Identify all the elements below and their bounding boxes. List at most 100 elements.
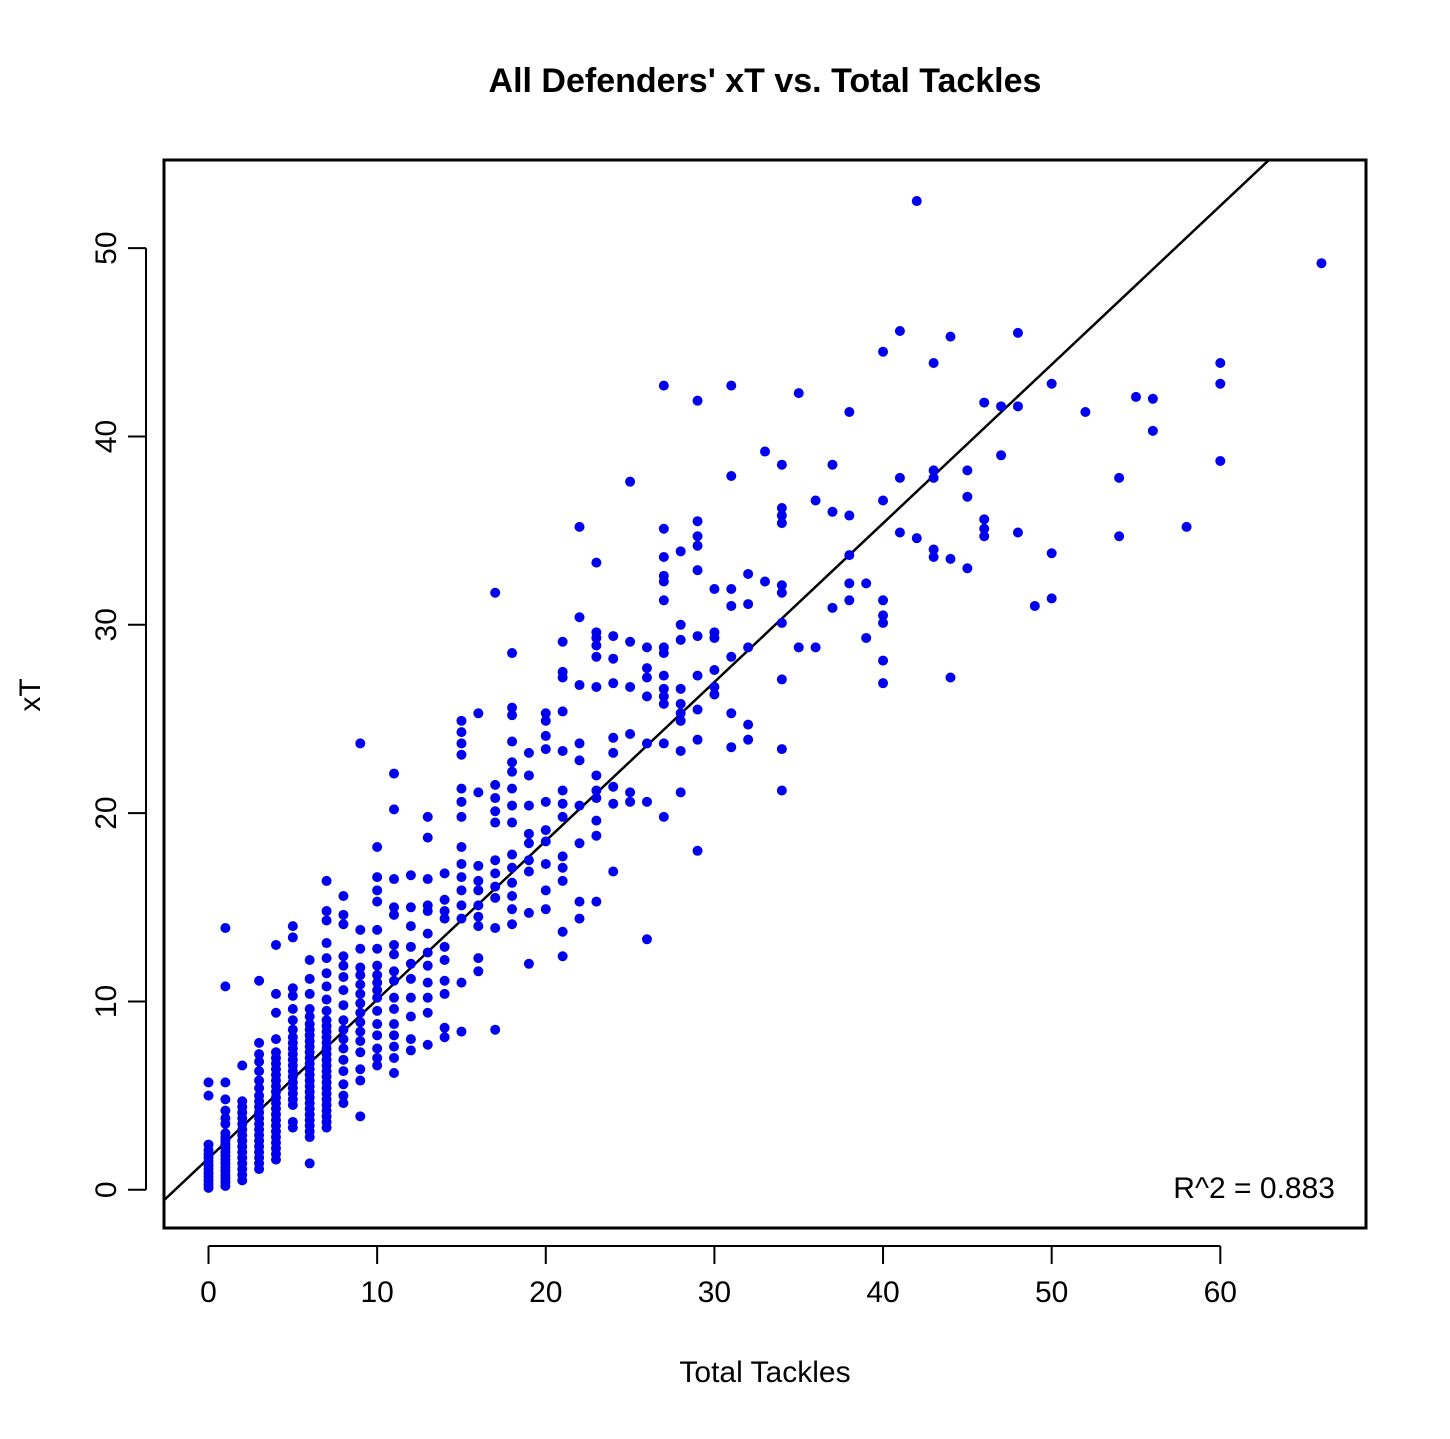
data-point	[321, 1005, 332, 1016]
data-point	[389, 874, 400, 885]
y-tick-label: 20	[90, 796, 123, 829]
data-point	[220, 922, 231, 933]
data-point	[355, 943, 366, 954]
data-point	[456, 783, 467, 794]
data-point	[422, 874, 433, 885]
data-point	[608, 747, 619, 758]
data-point	[304, 1003, 315, 1014]
data-point	[945, 672, 956, 683]
data-point	[894, 527, 905, 538]
data-point	[658, 642, 669, 653]
data-point	[372, 885, 383, 896]
data-point	[237, 1060, 248, 1071]
data-point	[490, 817, 501, 828]
data-point	[608, 631, 619, 642]
data-point	[591, 785, 602, 796]
data-point	[878, 495, 889, 506]
data-point	[1029, 600, 1040, 611]
data-point	[625, 729, 636, 740]
data-point	[878, 610, 889, 621]
data-point	[557, 706, 568, 717]
data-point	[473, 860, 484, 871]
data-point	[726, 600, 737, 611]
data-point	[507, 890, 518, 901]
data-point	[743, 734, 754, 745]
data-point	[844, 406, 855, 417]
data-point	[456, 900, 467, 911]
data-point	[928, 465, 939, 476]
data-point	[254, 1066, 265, 1077]
data-point	[203, 1090, 214, 1101]
data-point	[523, 770, 534, 781]
data-point	[625, 787, 636, 798]
data-point	[456, 811, 467, 822]
data-point	[557, 666, 568, 677]
data-point	[810, 642, 821, 653]
data-point	[321, 981, 332, 992]
data-point	[658, 551, 669, 562]
data-point	[540, 904, 551, 915]
data-point	[473, 953, 484, 964]
data-point	[203, 1139, 214, 1150]
data-point	[355, 979, 366, 990]
data-point	[338, 890, 349, 901]
data-point	[827, 459, 838, 470]
data-point	[270, 1007, 281, 1018]
data-point	[490, 892, 501, 903]
data-point	[760, 576, 770, 587]
data-point	[405, 1011, 416, 1022]
data-point	[692, 845, 703, 856]
data-point	[675, 708, 686, 719]
plot-frame	[162, 158, 1368, 1230]
data-point	[287, 921, 298, 932]
data-point	[507, 919, 518, 930]
data-point	[557, 926, 568, 937]
x-axis-label: Total Tackles	[679, 1356, 850, 1389]
data-point	[439, 868, 450, 879]
data-point	[422, 947, 433, 958]
data-point	[540, 885, 551, 896]
data-point	[321, 1015, 332, 1026]
data-point	[574, 738, 585, 749]
data-point	[726, 584, 737, 595]
data-point	[641, 738, 652, 749]
data-point	[1114, 531, 1125, 542]
data-point	[540, 796, 551, 807]
data-point	[658, 523, 669, 534]
data-point	[523, 958, 534, 969]
data-point	[945, 331, 956, 342]
data-point	[540, 715, 551, 726]
data-point	[338, 1098, 349, 1109]
data-point	[405, 958, 416, 969]
data-point	[726, 471, 737, 482]
data-point	[389, 902, 400, 913]
data-point	[591, 815, 602, 826]
data-point	[574, 800, 585, 811]
data-point	[523, 866, 534, 877]
data-point	[540, 825, 551, 836]
data-point	[608, 678, 619, 689]
data-point	[692, 734, 703, 745]
data-point	[389, 1030, 400, 1041]
data-point	[675, 715, 686, 726]
data-point	[776, 510, 787, 521]
data-point	[220, 1128, 231, 1139]
data-point	[979, 531, 990, 542]
data-point	[203, 1077, 214, 1088]
data-point	[439, 894, 450, 905]
data-point	[1046, 548, 1057, 559]
data-point	[523, 747, 534, 758]
data-point	[372, 985, 383, 996]
data-point	[389, 1068, 400, 1079]
data-point	[507, 904, 518, 915]
data-point	[490, 922, 501, 933]
data-point	[523, 800, 534, 811]
data-point	[894, 472, 905, 483]
data-point	[355, 1064, 366, 1075]
data-point	[878, 678, 889, 689]
data-point	[422, 832, 433, 843]
data-point	[675, 619, 686, 630]
data-point	[338, 1000, 349, 1011]
data-point	[658, 811, 669, 822]
data-point	[1316, 258, 1327, 269]
